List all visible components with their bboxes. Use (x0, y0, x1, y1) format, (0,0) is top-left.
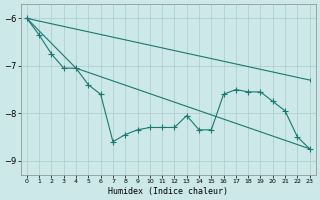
X-axis label: Humidex (Indice chaleur): Humidex (Indice chaleur) (108, 187, 228, 196)
